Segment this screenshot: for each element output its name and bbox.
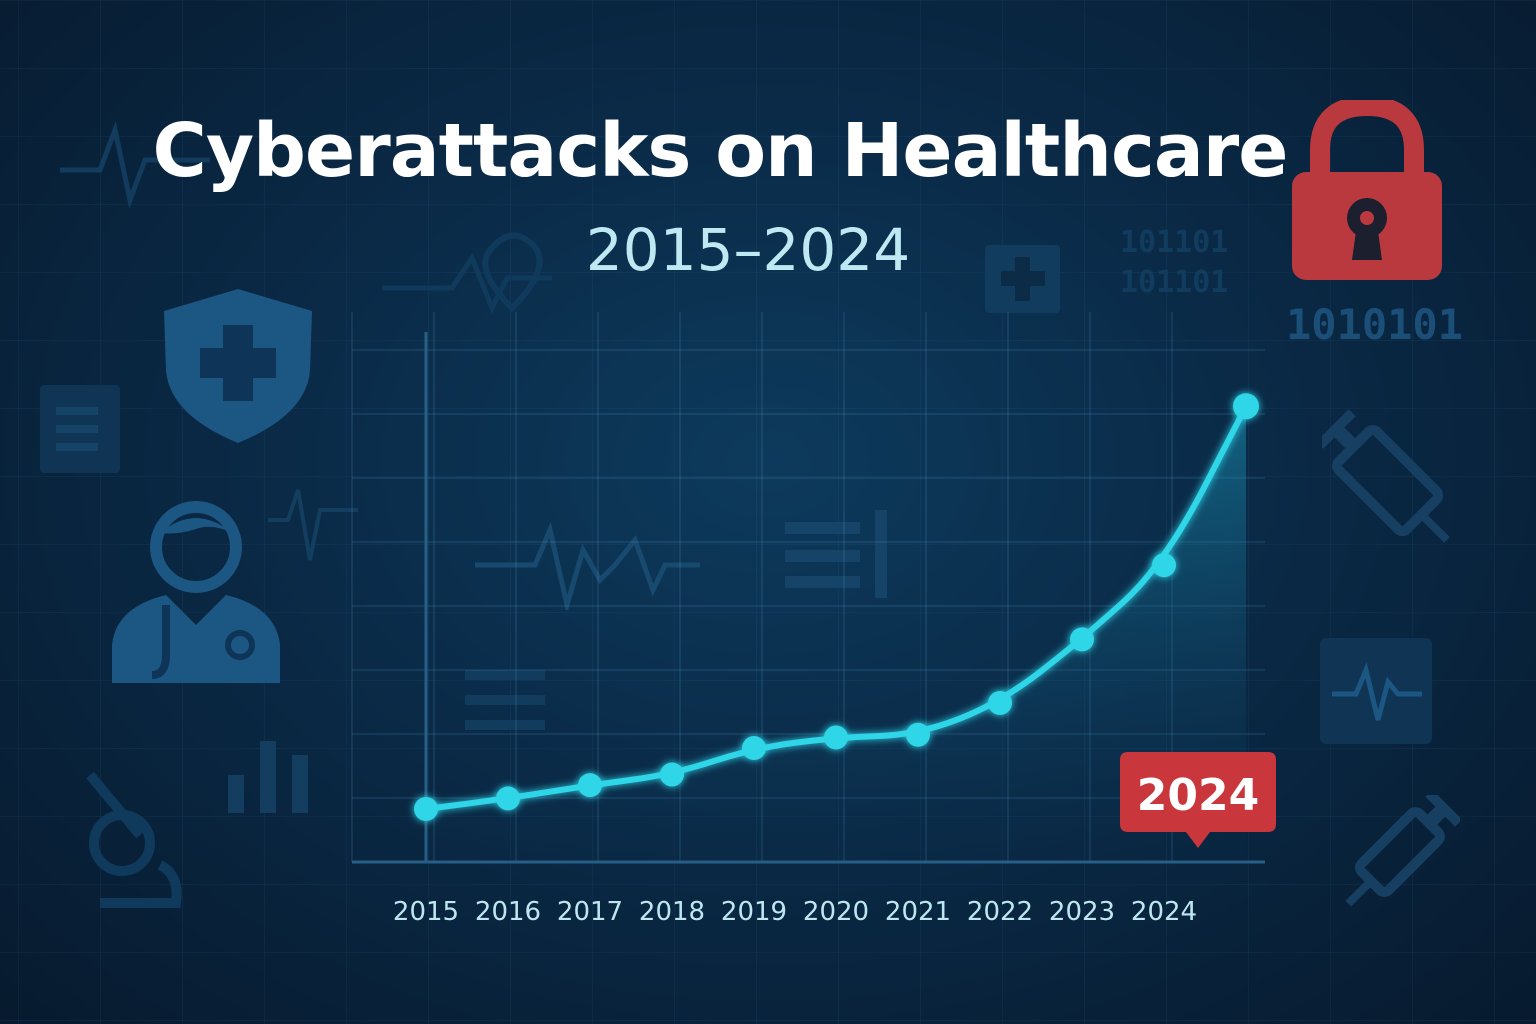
svg-text:101101: 101101 (1120, 265, 1228, 300)
data-point-2021 (906, 722, 930, 747)
data-point-2017 (578, 773, 602, 798)
data-point-2015 (414, 797, 438, 821)
medical-cross-icon (985, 245, 1060, 313)
bar-chart-icon (228, 741, 308, 813)
heartbeat-icon (60, 121, 210, 209)
syringe-icon (1345, 795, 1460, 907)
chart-subtitle: 2015–2024 (585, 216, 911, 284)
lock-icon (1292, 100, 1442, 280)
x-tick-labels: 2015 2016 2017 2018 2019 2020 2021 2022 2023 2024 (393, 897, 1197, 927)
data-point-2022 (988, 691, 1012, 715)
heartbeat-monitor-icon (1320, 638, 1432, 744)
x-tick-label-2016: 2016 (475, 897, 541, 927)
x-tick-label-2017: 2017 (557, 897, 623, 927)
document-icon (785, 510, 887, 598)
document-icon (40, 385, 120, 473)
data-point-2023 (1070, 627, 1094, 652)
microscope-icon (86, 771, 182, 908)
x-tick-label-2019: 2019 (721, 897, 787, 927)
x-tick-label-2021: 2021 (885, 897, 951, 927)
x-tick-label-2015: 2015 (393, 897, 459, 927)
binary-text: 1010101 (1286, 300, 1464, 349)
shield-medical-icon (164, 289, 312, 443)
data-points (414, 393, 1259, 821)
data-point-2019 (742, 736, 766, 761)
binary-icon: 101101 101101 (1120, 225, 1228, 300)
heartbeat-icon (475, 521, 700, 610)
data-point-endpoint (1233, 393, 1259, 420)
data-point-2018 (660, 762, 684, 787)
x-tick-label-2024: 2024 (1131, 897, 1197, 927)
chart-title: Cyberattacks on Healthcare (152, 108, 1289, 194)
heartbeat-icon (268, 489, 358, 561)
data-point-2024 (1152, 553, 1176, 578)
x-tick-label-2020: 2020 (803, 897, 869, 927)
x-tick-label-2018: 2018 (639, 897, 705, 927)
document-icon (465, 670, 545, 730)
heart-icon (382, 232, 552, 315)
syringe-icon (1322, 410, 1450, 543)
area-fill (426, 406, 1246, 862)
svg-text:101101: 101101 (1120, 225, 1228, 260)
series-line (423, 403, 1249, 812)
x-tick-label-2022: 2022 (967, 897, 1033, 927)
doctor-icon (112, 501, 280, 683)
data-point-2016 (496, 786, 520, 811)
callout-label: 2024 (1137, 770, 1259, 821)
data-point-2020 (824, 725, 848, 750)
callout-2024: 2024 (1120, 752, 1276, 848)
x-tick-label-2023: 2023 (1049, 897, 1115, 927)
